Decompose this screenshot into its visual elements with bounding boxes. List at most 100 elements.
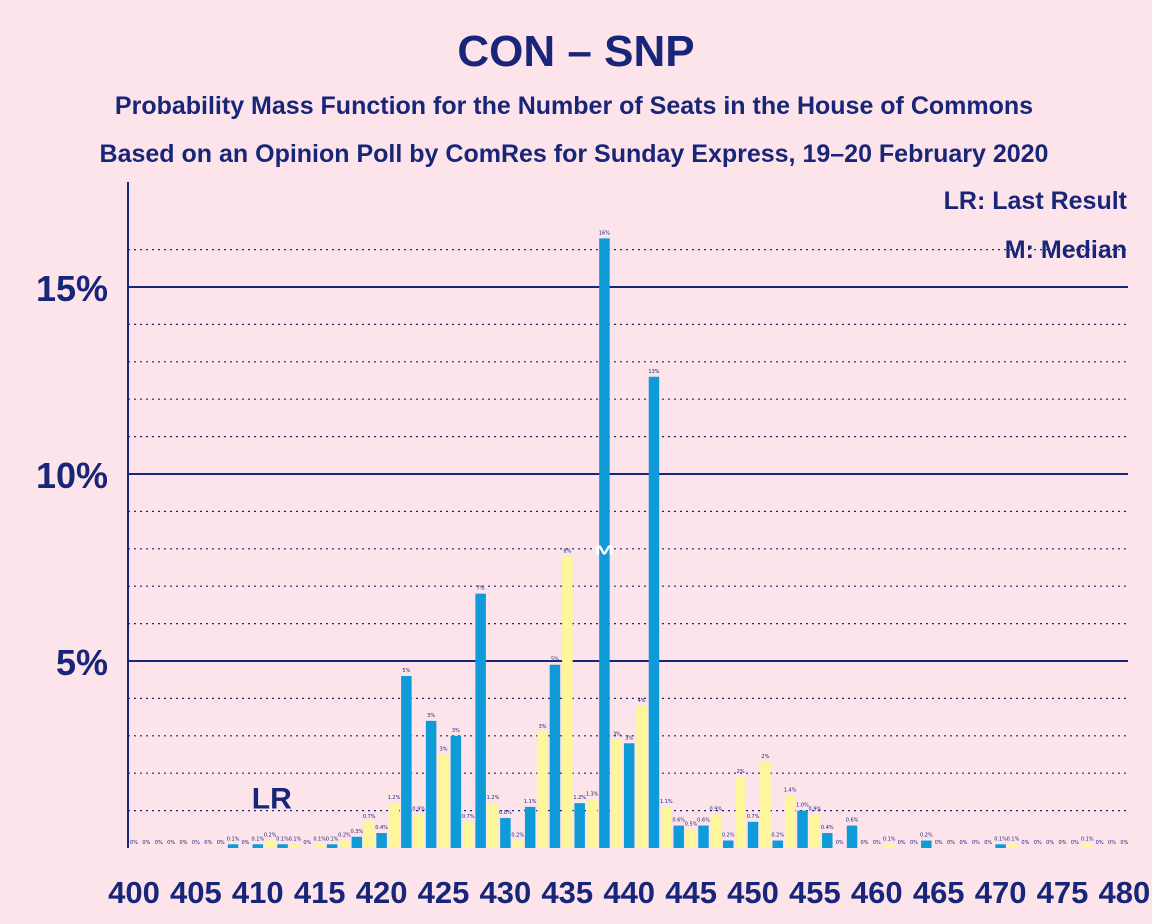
bar-447 xyxy=(711,814,722,848)
bar-label-424: 3% xyxy=(427,713,435,719)
bar-label-418: 0.3% xyxy=(350,829,363,835)
bar-411 xyxy=(265,841,276,848)
bar-label-443: 1.1% xyxy=(660,799,673,805)
y-tick-labels: 5% 10% 15% xyxy=(36,268,108,683)
bar-442 xyxy=(649,377,660,848)
bar-label-472: 0% xyxy=(1021,840,1029,846)
bar-412 xyxy=(277,844,288,848)
bar-label-423: 0.9% xyxy=(412,806,425,812)
bar-label-453: 1.4% xyxy=(784,788,797,794)
y-tick-label: 5% xyxy=(56,642,108,683)
bar-471 xyxy=(1008,844,1019,848)
bar-label-439: 3% xyxy=(613,732,621,738)
bar-label-478: 0% xyxy=(1096,840,1104,846)
x-tick-label: 430 xyxy=(480,875,532,910)
bar-label-467: 0% xyxy=(959,840,967,846)
bar-408 xyxy=(228,844,239,848)
x-tick-label: 465 xyxy=(913,875,965,910)
bar-label-456: 0.4% xyxy=(821,825,834,831)
bar-label-432: 1.1% xyxy=(524,799,537,805)
bar-417 xyxy=(339,841,350,848)
y-tick-label: 10% xyxy=(36,455,108,496)
bar-label-405: 0% xyxy=(192,840,200,846)
bar-label-416: 0.1% xyxy=(326,836,339,842)
x-tick-label: 410 xyxy=(232,875,284,910)
bar-label-469: 0% xyxy=(984,840,992,846)
x-tick-label: 460 xyxy=(851,875,903,910)
x-tick-label: 405 xyxy=(170,875,222,910)
x-tick-label: 415 xyxy=(294,875,346,910)
median-marker: M xyxy=(594,543,614,558)
bar-436 xyxy=(574,803,585,848)
bar-label-440: 3% xyxy=(625,735,633,741)
bar-441 xyxy=(636,706,647,848)
bar-label-417: 0.2% xyxy=(338,833,351,839)
bar-label-428: 7% xyxy=(477,586,485,592)
chart-subtitle-1: Probability Mass Function for the Number… xyxy=(115,92,1033,120)
bar-label-402: 0% xyxy=(155,840,163,846)
bar-label-415: 0.1% xyxy=(313,836,326,842)
bar-427 xyxy=(463,822,474,848)
bar-label-420: 0.4% xyxy=(375,825,388,831)
bar-label-410: 0.1% xyxy=(251,836,264,842)
bar-label-474: 0% xyxy=(1046,840,1054,846)
bar-label-426: 3% xyxy=(452,728,460,734)
bar-label-465: 0% xyxy=(935,840,943,846)
bar-label-477: 0.1% xyxy=(1081,836,1094,842)
bar-426 xyxy=(451,736,462,848)
bar-446 xyxy=(698,826,709,848)
bar-label-475: 0% xyxy=(1059,840,1067,846)
bar-423 xyxy=(413,814,424,848)
bar-label-436: 1.2% xyxy=(573,795,586,801)
bar-label-441: 4% xyxy=(638,698,646,704)
y-tick-label: 15% xyxy=(36,268,108,309)
bar-label-460: 0% xyxy=(873,840,881,846)
bar-435 xyxy=(562,556,573,848)
bar-label-422: 5% xyxy=(402,668,410,674)
bar-428 xyxy=(475,594,486,848)
bar-445 xyxy=(686,829,697,848)
bar-label-463: 0% xyxy=(910,840,918,846)
bar-419 xyxy=(364,822,375,848)
bar-label-425: 3% xyxy=(440,747,448,753)
x-tick-label: 475 xyxy=(1037,875,1089,910)
bar-label-408: 0.1% xyxy=(227,836,240,842)
bar-431 xyxy=(513,841,524,848)
bar-451 xyxy=(760,762,771,848)
x-tick-label: 440 xyxy=(603,875,655,910)
bar-449 xyxy=(735,777,746,848)
x-tick-label: 425 xyxy=(418,875,470,910)
bar-439 xyxy=(612,740,623,848)
bar-470 xyxy=(995,844,1006,848)
bar-422 xyxy=(401,676,412,848)
bar-label-480: 0% xyxy=(1120,840,1128,846)
bar-label-451: 2% xyxy=(761,754,769,760)
bar-456 xyxy=(822,833,833,848)
bar-450 xyxy=(748,822,759,848)
bar-420 xyxy=(376,833,387,848)
bar-434 xyxy=(550,665,561,848)
bar-label-431: 0.2% xyxy=(511,833,524,839)
bar-label-406: 0% xyxy=(204,840,212,846)
chart-title: CON – SNP xyxy=(457,27,694,76)
x-tick-label: 455 xyxy=(789,875,841,910)
bar-418 xyxy=(352,837,363,848)
bar-label-429: 1.2% xyxy=(487,795,500,801)
bar-label-446: 0.6% xyxy=(697,818,710,824)
x-tick-label: 470 xyxy=(975,875,1027,910)
bar-label-435: 8% xyxy=(563,548,571,554)
bar-label-412: 0.1% xyxy=(276,836,289,842)
bar-477 xyxy=(1082,844,1093,848)
bar-label-409: 0% xyxy=(241,840,249,846)
gridlines xyxy=(128,250,1128,811)
bar-421 xyxy=(389,803,400,848)
bar-label-445: 0.5% xyxy=(685,821,698,827)
bar-label-466: 0% xyxy=(947,840,955,846)
bar-label-401: 0% xyxy=(142,840,150,846)
bar-label-462: 0% xyxy=(898,840,906,846)
bar-label-447: 0.9% xyxy=(710,806,723,812)
bar-label-449: 2% xyxy=(737,769,745,775)
bar-444 xyxy=(673,826,684,848)
bar-429 xyxy=(488,803,499,848)
